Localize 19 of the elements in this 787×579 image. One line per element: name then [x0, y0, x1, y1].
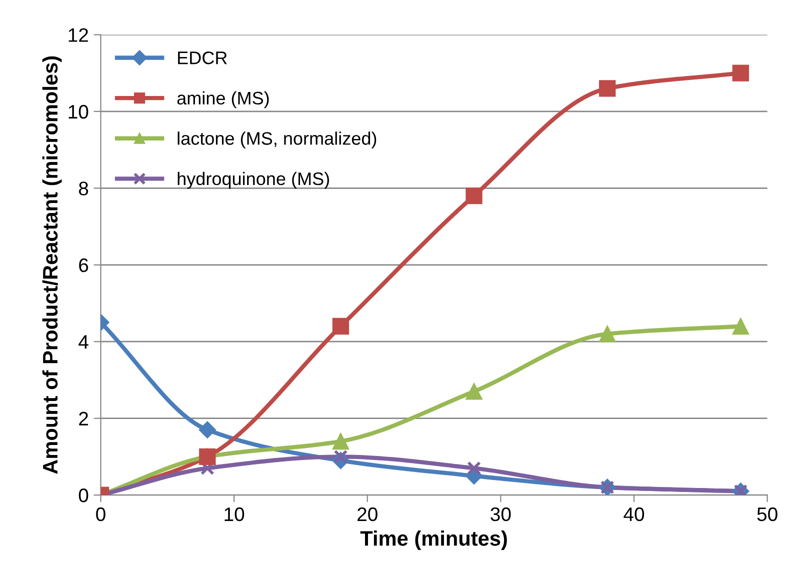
- y-tick-label: 6: [79, 258, 88, 272]
- x-tick-label: 40: [624, 507, 644, 522]
- legend-label: lactone (MS, normalized): [178, 132, 376, 148]
- legend-label: EDCR: [178, 51, 227, 64]
- x-axis-title: Time (minutes): [360, 530, 507, 550]
- y-axis-title: Amount of Product/Reactant (micromoles): [42, 56, 62, 474]
- x-tick-label: 0: [96, 507, 106, 522]
- legend-label: amine (MS): [177, 91, 269, 108]
- y-tick-label: 10: [68, 104, 88, 119]
- y-tick-label: 2: [79, 412, 88, 426]
- y-tick-label: 12: [68, 28, 88, 42]
- x-tick-label: 50: [757, 507, 778, 522]
- y-tick-label: 4: [78, 335, 88, 349]
- legend-label: hydroquinone (MS): [178, 172, 329, 189]
- y-tick-label: 8: [78, 182, 88, 196]
- x-tick-label: 20: [358, 507, 378, 522]
- x-tick-label: 30: [490, 507, 511, 522]
- x-tick-label: 10: [224, 507, 244, 522]
- y-tick-label: 0: [78, 488, 88, 502]
